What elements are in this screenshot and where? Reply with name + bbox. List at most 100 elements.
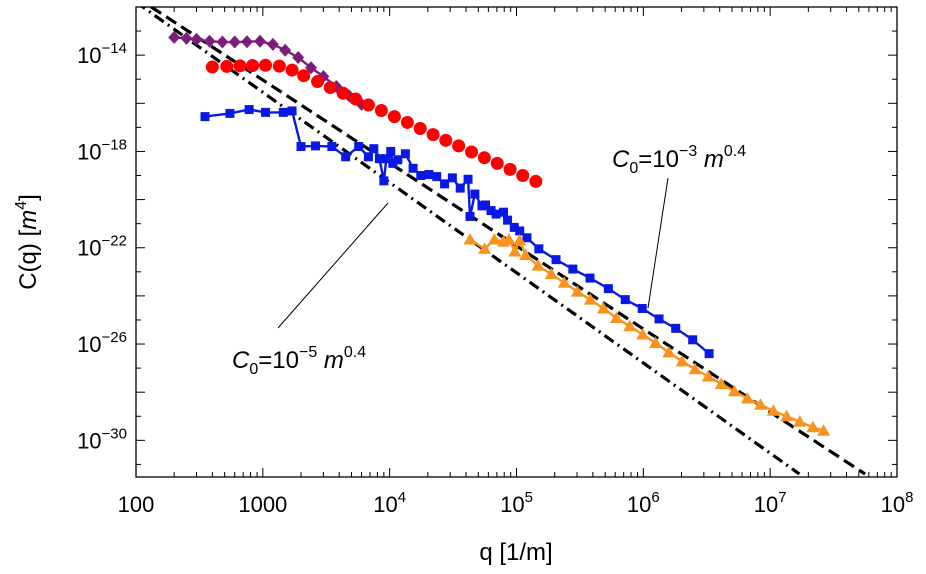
data-point-circle [400, 115, 414, 129]
data-point-square [369, 144, 379, 154]
data-point-triangle [544, 267, 558, 280]
data-point-circle [387, 110, 401, 124]
data-point-circle [205, 60, 219, 74]
data-point-square [310, 141, 320, 151]
reference-line-c0-1e-3 [148, 7, 866, 476]
data-point-circle [361, 98, 375, 112]
y-tick-label: 10−14 [77, 40, 127, 68]
data-point-triangle [508, 244, 522, 257]
data-point-square [503, 215, 513, 225]
data-point-square [432, 172, 442, 182]
data-point-diamond [292, 50, 305, 64]
annotation-leader-c3 [647, 177, 669, 309]
y-tick-label: 10−18 [77, 136, 127, 164]
x-tick-label: 104 [373, 489, 406, 517]
data-point-square [654, 314, 664, 324]
data-point-square [393, 155, 403, 165]
data-point-diamond [228, 35, 241, 49]
data-point-diamond [190, 32, 203, 46]
data-point-square [381, 154, 391, 164]
data-point-circle [336, 86, 350, 100]
data-point-triangle [487, 232, 501, 245]
data-point-square [440, 179, 450, 189]
data-point-circle [529, 174, 543, 188]
data-point-triangle [701, 369, 715, 382]
data-point-triangle [754, 398, 768, 410]
data-series [168, 30, 831, 436]
data-point-circle [220, 59, 234, 73]
data-point-circle [259, 58, 273, 72]
data-point-square [261, 107, 271, 117]
data-point-square [354, 142, 364, 152]
data-point-square [379, 176, 389, 186]
annotation-c0-1e-3: C0=10−3 m0.4 [612, 143, 746, 177]
data-point-triangle [557, 276, 571, 288]
data-point-square [287, 106, 297, 116]
data-point-triangle [531, 259, 545, 271]
data-point-square [400, 149, 410, 159]
data-point-triangle [793, 415, 807, 427]
data-point-square [620, 295, 630, 305]
data-point-square [491, 209, 501, 219]
x-tick-label: 108 [881, 489, 914, 517]
data-point-triangle [636, 327, 650, 340]
data-point-square [416, 171, 426, 181]
annotation-c0-1e-5: C0=10−5 m0.4 [232, 344, 366, 378]
data-point-circle [374, 104, 388, 118]
data-point-triangle [662, 345, 676, 358]
data-point-circle [490, 156, 504, 170]
data-point-square [447, 173, 457, 183]
data-point-triangle [623, 319, 637, 332]
data-point-square [603, 284, 613, 294]
data-point-square [637, 303, 647, 313]
data-point-square [296, 142, 306, 152]
data-point-triangle [766, 404, 780, 416]
data-point-square [363, 152, 373, 162]
series-square [200, 105, 714, 359]
data-point-diamond [216, 35, 229, 49]
data-point-square [463, 174, 473, 184]
x-axis-title: q [1/m] [479, 539, 552, 566]
data-point-diamond [240, 35, 253, 49]
data-point-circle [323, 81, 337, 95]
data-point-circle [426, 128, 440, 142]
data-point-triangle [478, 242, 492, 254]
data-point-triangle [463, 232, 477, 245]
data-point-square [374, 154, 384, 164]
data-point-square [499, 207, 509, 217]
data-point-triangle [714, 377, 728, 389]
data-point-triangle [780, 409, 794, 422]
data-point-triangle [649, 336, 663, 349]
data-point-square [408, 163, 418, 173]
data-point-circle [297, 69, 311, 83]
data-point-triangle [570, 285, 584, 297]
data-point-square [671, 323, 681, 333]
data-point-triangle [583, 293, 597, 305]
data-point-square [568, 264, 578, 274]
y-tick-label: 10−30 [77, 425, 127, 453]
data-point-square [388, 158, 398, 168]
data-point-circle [413, 121, 427, 135]
data-point-square [386, 146, 396, 156]
data-point-square [509, 222, 519, 232]
data-point-triangle [519, 248, 533, 260]
data-point-square [465, 211, 475, 221]
data-point-circle [503, 162, 517, 176]
data-point-square [470, 189, 480, 199]
data-point-square [551, 255, 561, 265]
data-point-square [244, 105, 254, 115]
series-triangle [463, 232, 831, 436]
data-point-circle [272, 59, 286, 73]
tick-labels: 100 1000 104 105 106 107 108 10−14 10−18 10−22 10−… [77, 40, 913, 517]
data-point-square [278, 107, 288, 117]
data-point-triangle [513, 233, 527, 246]
x-tick-label: 106 [627, 489, 660, 517]
data-point-square [481, 200, 491, 210]
data-point-triangle [675, 354, 689, 367]
data-point-square [225, 108, 235, 118]
data-point-square [341, 152, 351, 162]
data-point-diamond [254, 34, 267, 48]
data-point-square [424, 170, 434, 180]
x-tick-label: 1000 [238, 492, 287, 517]
